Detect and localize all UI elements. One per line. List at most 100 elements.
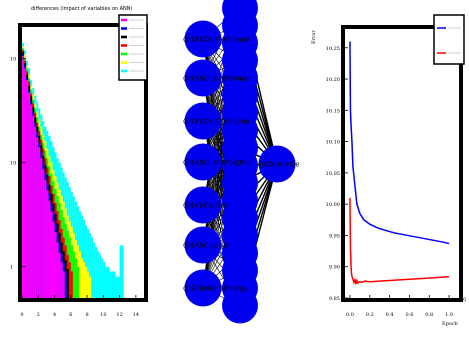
histogram-bar-s6-b9 (40, 158, 43, 298)
histogram-bar-s6-b19 (60, 262, 63, 298)
histogram-bar-s1-b29 (80, 258, 83, 298)
error-y-ticks: 9.85 9.90 9.95 10.00 10.05 10.10 10.15 10.20 10.… (326, 46, 348, 302)
error-legend-box (433, 14, 465, 65)
histogram-bar-s6-b2 (26, 79, 29, 299)
network-input-label-0: @$Y$ClusterShape (183, 36, 250, 44)
histogram-frame (18, 23, 148, 302)
error-y-label: Error (311, 30, 317, 44)
error-chart: 0.0 0.2 0.4 0.6 0.8 1.0 9.85 9.90 9.95 10.00 10.0… (311, 14, 466, 327)
histogram-bar-s0-b47 (117, 276, 120, 298)
histogram-bar-s0-b32 (87, 228, 90, 298)
error-y-tick-label: 10.10 (326, 140, 340, 146)
histogram-bar-s0-b30 (83, 220, 86, 298)
histogram-bar-s0-b43 (109, 271, 112, 298)
error-x-tick-label: 0.0 (346, 312, 354, 318)
histogram-x-tick-label: 2 (37, 312, 40, 318)
histogram-bar-s0-b34 (91, 237, 94, 298)
network-input-node-0 (184, 20, 222, 58)
error-x-ticks: 0.0 0.2 0.4 0.6 0.8 1.0 (346, 295, 453, 318)
histogram-bars (22, 43, 124, 299)
error-x-tick-label: 0.8 (425, 312, 433, 318)
error-x-tick-label: 0.4 (386, 312, 394, 318)
error-x-tick-label: 0.2 (366, 312, 374, 318)
histogram-bar-s6-b12 (46, 190, 49, 298)
histogram-bar-s2-b26 (74, 258, 77, 298)
histogram-legend-swatch (121, 52, 127, 56)
histogram-bar-s0-b46 (115, 276, 118, 298)
histogram-bar-s0-b42 (107, 266, 110, 298)
histogram-bar-s0-b31 (85, 225, 88, 298)
histogram-bar-s6-b8 (38, 147, 41, 298)
histogram-bar-s0-b29 (80, 215, 83, 298)
network-hidden-node-17 (222, 287, 258, 324)
histogram-x-tick-label: 6 (69, 312, 72, 318)
histogram-bar-s0-b40 (103, 262, 106, 298)
network-input-label-3: @$X$ClusterSigma (183, 159, 251, 167)
histogram-bar-s0-b36 (95, 246, 98, 298)
histogram-bar-s3-b24 (70, 271, 73, 298)
error-legend (433, 14, 465, 65)
histogram-legend (118, 14, 148, 81)
histogram-bar-s6-b4 (30, 104, 33, 298)
histogram-bar-s6-b6 (34, 126, 37, 298)
network-output-circle (258, 145, 296, 183)
histogram-legend-box (118, 14, 148, 81)
network-input-node-2 (184, 102, 222, 140)
histogram-bar-s0-b41 (105, 266, 108, 298)
error-y-tick-label: 9.95 (329, 233, 340, 239)
histogram-legend-swatch (121, 69, 127, 73)
histogram-bar-s0-b37 (97, 251, 100, 298)
histogram-bar-s6-b1 (24, 68, 27, 298)
network-input-nodes: @$Y$ClusterShape @$X$ClusterShape @$Y$Clus… (183, 20, 251, 307)
histogram-y-tick-label: 10 (10, 56, 16, 62)
histogram-bar-s6-b7 (36, 137, 39, 298)
histogram-bar-s1-b33 (89, 276, 92, 298)
histogram-bar-s0-b39 (101, 258, 104, 298)
histogram-bar-s6-b17 (56, 242, 59, 298)
error-x-label: Epoch (442, 321, 459, 327)
network-input-label-6: @$Cluster$Energy (183, 285, 248, 293)
network-input-label-4: @$Y$Cluster (183, 202, 228, 210)
error-frame (341, 25, 463, 302)
histogram-bar-s0-b44 (111, 271, 114, 298)
error-x-tick-label: 0.6 (405, 312, 413, 318)
histogram-bar-s1-b30 (83, 262, 86, 298)
network-output-label: @ClusterDe (258, 161, 300, 169)
network-input-node-1 (184, 59, 222, 97)
histogram-bar-s2-b25 (72, 251, 75, 298)
error-y-tick-label: 10.15 (326, 108, 340, 114)
histogram-bar-s3-b23 (68, 262, 71, 298)
histogram-legend-swatch (121, 27, 127, 30)
histogram-x-tick-label: 0 (20, 312, 23, 318)
error-y-tick-label: 9.85 (329, 296, 340, 302)
histogram-bar-s2-b27 (76, 266, 79, 298)
histogram-legend-swatch (121, 35, 127, 39)
histogram-title: differences (impact of variables on ANN) (31, 6, 133, 12)
error-x-tick-label: 1.0 (445, 312, 453, 318)
error-y-tick-label: 10.05 (326, 171, 340, 177)
histogram-x-tick-label: 4 (53, 312, 56, 318)
histogram-x-tick-label: 8 (85, 312, 88, 318)
error-y-tick-label: 9.90 (329, 265, 340, 271)
histogram-bar-s6-b11 (44, 179, 47, 298)
histogram-bar-s0-b38 (99, 254, 102, 298)
error-y-tick-label: 10.20 (326, 77, 340, 83)
network-input-node-3 (184, 143, 222, 181)
histogram-x-tick-label: 12 (116, 312, 122, 318)
histogram-bar-s6-b0 (22, 56, 25, 298)
network-diagram: @$Y$ClusterShape @$X$ClusterShape @$Y$Clus… (183, 0, 300, 324)
histogram-y-tick-label: 1 (10, 265, 13, 271)
histogram-x-tick-label: 10 (100, 312, 106, 318)
network-hidden-layer (222, 0, 258, 324)
network-input-node-4 (184, 186, 222, 224)
error-series-line-0 (349, 41, 450, 245)
histogram-bar-s0-b35 (93, 242, 96, 298)
histogram-bar-s6-b14 (50, 211, 53, 298)
histogram-bar-s1-b31 (85, 266, 88, 298)
error-y-tick-label: 10.25 (326, 46, 340, 52)
histogram-legend-swatch (121, 18, 127, 22)
histogram-bar-s0-b49 (121, 245, 124, 298)
network-input-label-2: @$Y$ClusterSigma (183, 118, 250, 126)
error-series-line-1 (349, 197, 450, 285)
